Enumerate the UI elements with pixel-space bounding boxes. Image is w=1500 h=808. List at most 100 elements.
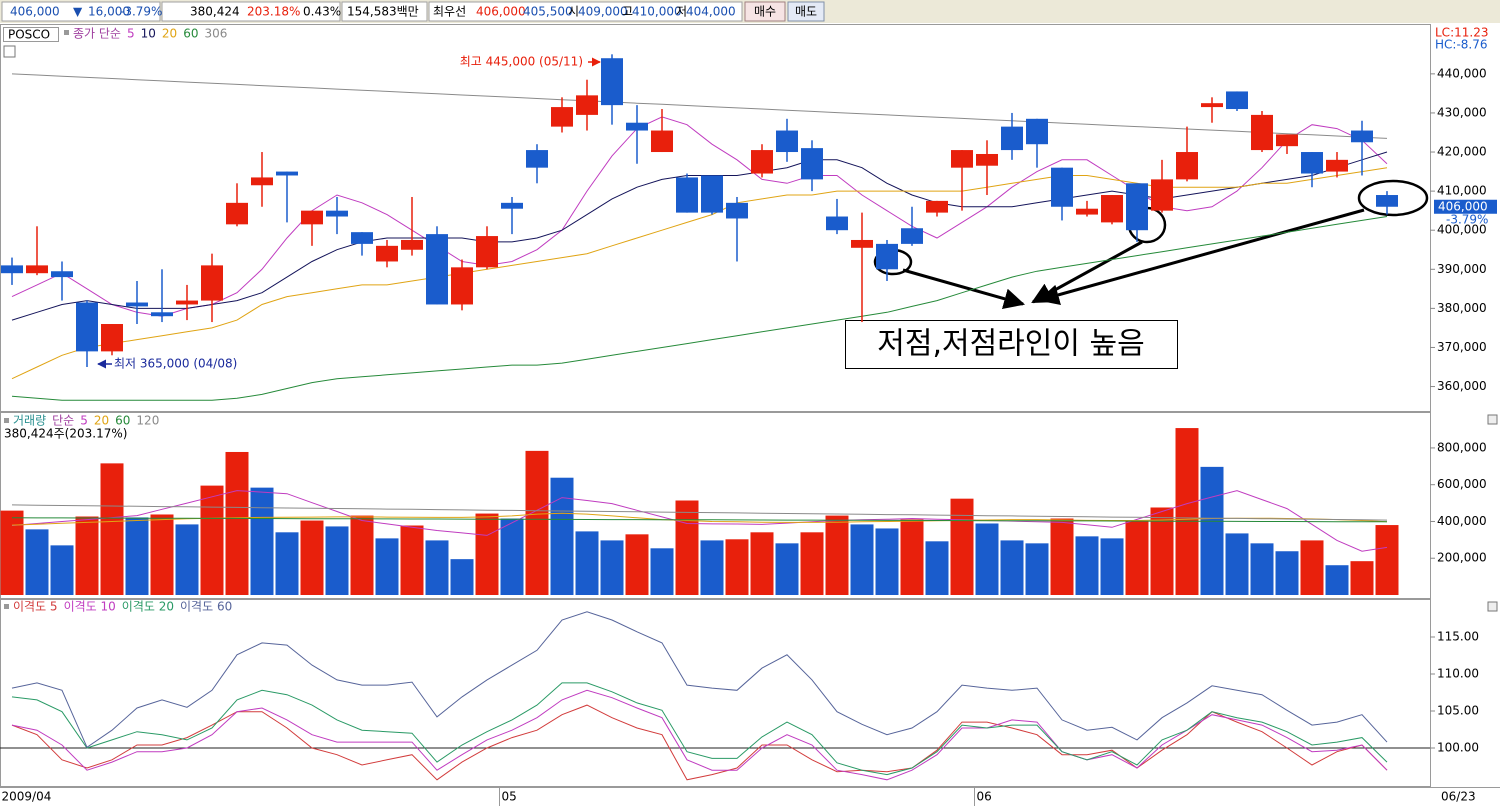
- legend-entry: 5: [127, 27, 135, 41]
- candle-body: [801, 148, 823, 180]
- volume-bar: [325, 526, 349, 595]
- y-tick-label: 430,000: [1437, 105, 1487, 119]
- volume-bar: [1050, 518, 1074, 595]
- x-tick-label: 05: [502, 790, 517, 804]
- candle-body: [851, 239, 873, 248]
- candle-body: [551, 107, 573, 127]
- panel-close[interactable]: [1487, 414, 1498, 425]
- y-tick-label: 400,000: [1437, 514, 1487, 528]
- ma-line: [11, 216, 1388, 401]
- volume-bar: [25, 529, 49, 595]
- sell-label[interactable]: 매도: [795, 5, 817, 19]
- sell-button[interactable]: [787, 1, 825, 22]
- open-label: 시: [568, 5, 579, 19]
- volume-bar: [100, 463, 124, 595]
- ma-line: [11, 517, 1387, 523]
- y-tick-label: 105.00: [1437, 704, 1479, 718]
- volume-bar: [1000, 540, 1024, 595]
- legend-entry: 60: [115, 414, 130, 428]
- volume-bar: [50, 545, 74, 595]
- callout-box: [845, 320, 1178, 369]
- open: 409,000: [578, 5, 628, 19]
- candle-body: [1, 265, 23, 274]
- y-tick-label: 115.00: [1437, 630, 1479, 644]
- candle-body: [201, 265, 223, 301]
- candle-body: [251, 177, 273, 186]
- candle-body: [1326, 159, 1348, 172]
- volume-bar: [625, 534, 649, 595]
- legend-entry: 종가 단순: [73, 27, 121, 41]
- candle-body: [476, 236, 498, 268]
- candle-body: [26, 265, 48, 274]
- volume-bar: [525, 450, 549, 595]
- direction: ▼: [73, 5, 83, 19]
- volume-bar: [750, 532, 774, 595]
- candle-body: [276, 171, 298, 176]
- volume-bar: [700, 540, 724, 595]
- volume-bar: [975, 523, 999, 595]
- panel-close[interactable]: [1487, 601, 1498, 612]
- ma-line: [11, 490, 1388, 552]
- candle-body: [1076, 208, 1098, 215]
- cell: [341, 1, 428, 22]
- volume-rate: 203.18%: [247, 5, 300, 19]
- candle-body: [351, 232, 373, 244]
- legend-entry: 20: [162, 27, 177, 41]
- x-tick-label: 06: [977, 790, 992, 804]
- volume-bar: [800, 532, 824, 595]
- y-tick-label: 390,000: [1437, 262, 1487, 276]
- volume-bar: [1350, 561, 1374, 595]
- ma-line: [11, 73, 1388, 139]
- last-price-tag: [1434, 199, 1497, 214]
- candle-body: [1151, 179, 1173, 211]
- candle-body: [576, 95, 598, 115]
- candle-body: [1251, 114, 1273, 151]
- ma-line: [11, 611, 1388, 749]
- candle-body: [401, 239, 423, 250]
- volume-bar: [375, 538, 399, 595]
- candle-body: [626, 122, 648, 131]
- candle-body: [1051, 167, 1073, 207]
- legend-entry: 120: [136, 414, 159, 428]
- volume-bar: [1275, 551, 1299, 595]
- volume-bar: [875, 528, 899, 595]
- y-tick-label: 100.00: [1437, 741, 1479, 755]
- buy-label[interactable]: 매수: [754, 5, 776, 19]
- volume-bar: [825, 515, 849, 595]
- arrow: [1037, 208, 1365, 306]
- ma-line: [11, 689, 1388, 781]
- volume-bar: [175, 524, 199, 595]
- buy-button[interactable]: [744, 1, 786, 22]
- volume-bar: [1025, 543, 1049, 595]
- candle-body: [1176, 152, 1198, 180]
- low-note: 최저 365,000 (04/08): [114, 357, 237, 371]
- last-change-label: -3.79%: [1446, 212, 1488, 226]
- y-tick-label: 400,000: [1437, 223, 1487, 237]
- candle-body: [151, 312, 173, 317]
- cell: [1, 1, 161, 22]
- candle-body: [376, 245, 398, 262]
- y-tick-label: 420,000: [1437, 145, 1487, 159]
- candle-body: [1226, 91, 1248, 110]
- y-tick-label: 360,000: [1437, 379, 1487, 393]
- y-tick-label: 440,000: [1437, 66, 1487, 80]
- candle-body: [751, 150, 773, 174]
- candle-body: [451, 267, 473, 305]
- legend-entry: 306: [204, 27, 227, 41]
- candle-body: [726, 202, 748, 219]
- legend-entry: 단순: [52, 414, 74, 428]
- legend-entry: 이격도 5: [13, 600, 58, 614]
- best-bid: 405,500: [523, 5, 573, 19]
- volume-bar: [275, 532, 299, 595]
- legend-icon: [4, 604, 9, 609]
- candle-body: [51, 271, 73, 278]
- toolbar: 406,000 ▼ 16,000 -3.79% 380,424 203.18% …: [0, 0, 1500, 23]
- y-tick-label: 370,000: [1437, 340, 1487, 354]
- price-panel: [0, 24, 1431, 412]
- high: 410,000: [632, 5, 682, 19]
- legend-icon: [64, 30, 69, 35]
- candle-body: [1101, 195, 1123, 223]
- volume-bar: [925, 541, 949, 595]
- volume-bar: [200, 485, 224, 595]
- volume-bar: [550, 477, 574, 595]
